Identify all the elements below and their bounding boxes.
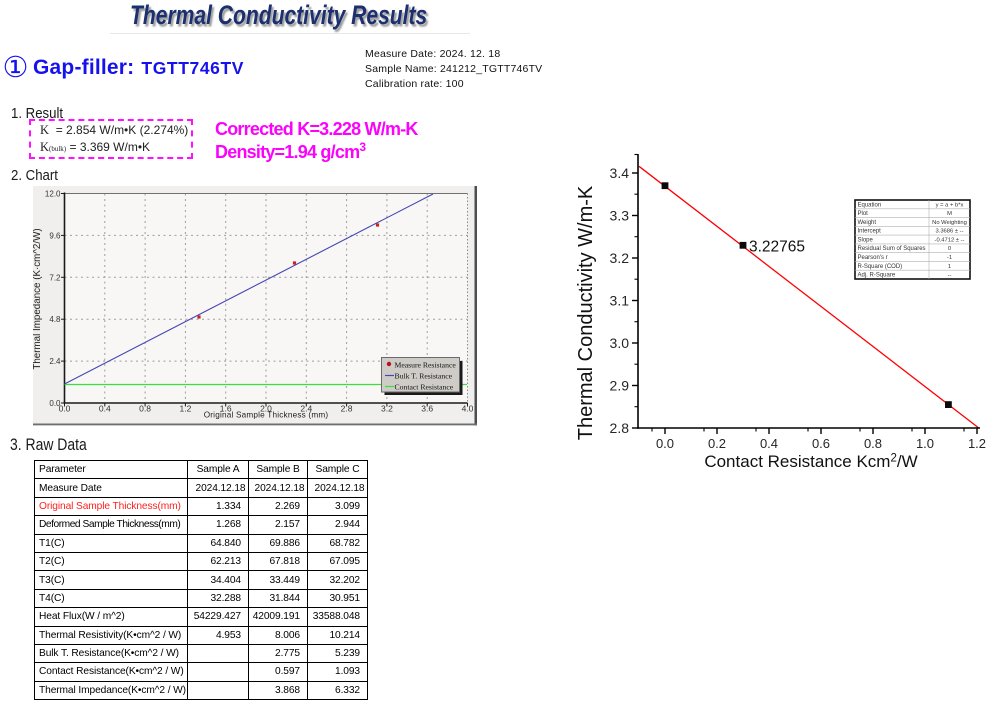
svg-text:4.8: 4.8 [49, 315, 61, 324]
svg-text:1.2: 1.2 [179, 404, 191, 414]
svg-text:Thermal Conductivity W/m-K: Thermal Conductivity W/m-K [575, 185, 597, 440]
svg-text:3.3: 3.3 [610, 208, 630, 224]
svg-text:2.9: 2.9 [610, 378, 630, 394]
svg-text:Intercept: Intercept [858, 229, 882, 235]
svg-text:Slope: Slope [858, 237, 874, 243]
svg-text:M: M [947, 211, 952, 217]
svg-text:2.0: 2.0 [260, 404, 272, 414]
svg-text:1: 1 [948, 264, 951, 270]
svg-text:0.0: 0.0 [59, 404, 71, 414]
svg-text:0.4: 0.4 [760, 436, 778, 451]
svg-text:0.2: 0.2 [708, 436, 726, 451]
svg-text:3.4: 3.4 [610, 165, 630, 181]
svg-text:0: 0 [948, 246, 951, 252]
svg-text:Equation: Equation [858, 202, 882, 208]
svg-text:12.0: 12.0 [45, 190, 61, 199]
svg-text:Thermal Impedance (K·cm^2/W): Thermal Impedance (K·cm^2/W) [33, 228, 43, 369]
svg-text:0.8: 0.8 [139, 404, 151, 414]
svg-text:3.6: 3.6 [421, 404, 433, 414]
svg-text:Pearson's r: Pearson's r [858, 255, 888, 261]
svg-text:Contact Resistance Kcm2/W: Contact Resistance Kcm2/W [704, 452, 917, 471]
svg-text:9.6: 9.6 [49, 231, 61, 240]
svg-text:Measure Resistance: Measure Resistance [395, 361, 457, 370]
svg-text:0.0: 0.0 [656, 436, 674, 451]
svg-text:3.22765: 3.22765 [749, 239, 805, 256]
svg-text:No Weighting: No Weighting [932, 220, 967, 226]
svg-text:3.0: 3.0 [610, 335, 630, 351]
svg-text:2.8: 2.8 [341, 404, 353, 414]
svg-text:2.4: 2.4 [300, 404, 312, 414]
svg-text:1.6: 1.6 [220, 404, 232, 414]
svg-text:7.2: 7.2 [49, 273, 61, 282]
svg-text:3.3686 ± --: 3.3686 ± -- [936, 229, 964, 235]
svg-text:0.4: 0.4 [99, 404, 111, 414]
svg-text:4.0: 4.0 [462, 404, 474, 414]
svg-text:R-Square (COD): R-Square (COD) [858, 264, 903, 270]
svg-text:Residual Sum of Squares: Residual Sum of Squares [858, 246, 926, 252]
svg-text:y = a + b*x: y = a + b*x [936, 202, 964, 208]
svg-text:Plot: Plot [858, 211, 869, 217]
svg-text:2.8: 2.8 [610, 420, 630, 436]
svg-text:3.2: 3.2 [381, 404, 393, 414]
svg-text:--: -- [948, 273, 952, 279]
svg-text:0.0: 0.0 [49, 399, 61, 408]
svg-text:1.2: 1.2 [968, 436, 986, 451]
svg-text:3.2: 3.2 [610, 250, 630, 266]
svg-text:0.8: 0.8 [864, 436, 882, 451]
svg-text:-0.4712 ± --: -0.4712 ± -- [935, 237, 965, 243]
svg-text:Adj. R-Square: Adj. R-Square [858, 273, 896, 279]
svg-text:Original Sample Thickness (mm): Original Sample Thickness (mm) [204, 411, 329, 420]
svg-text:2.4: 2.4 [49, 357, 61, 366]
svg-text:1.0: 1.0 [916, 436, 934, 451]
svg-text:Bulk T. Resistance: Bulk T. Resistance [395, 372, 453, 381]
svg-text:0.6: 0.6 [812, 436, 830, 451]
svg-text:-1: -1 [947, 255, 952, 261]
svg-text:3.1: 3.1 [610, 293, 630, 309]
svg-text:Contact Resistance: Contact Resistance [395, 383, 454, 392]
svg-text:Weight: Weight [858, 220, 877, 226]
